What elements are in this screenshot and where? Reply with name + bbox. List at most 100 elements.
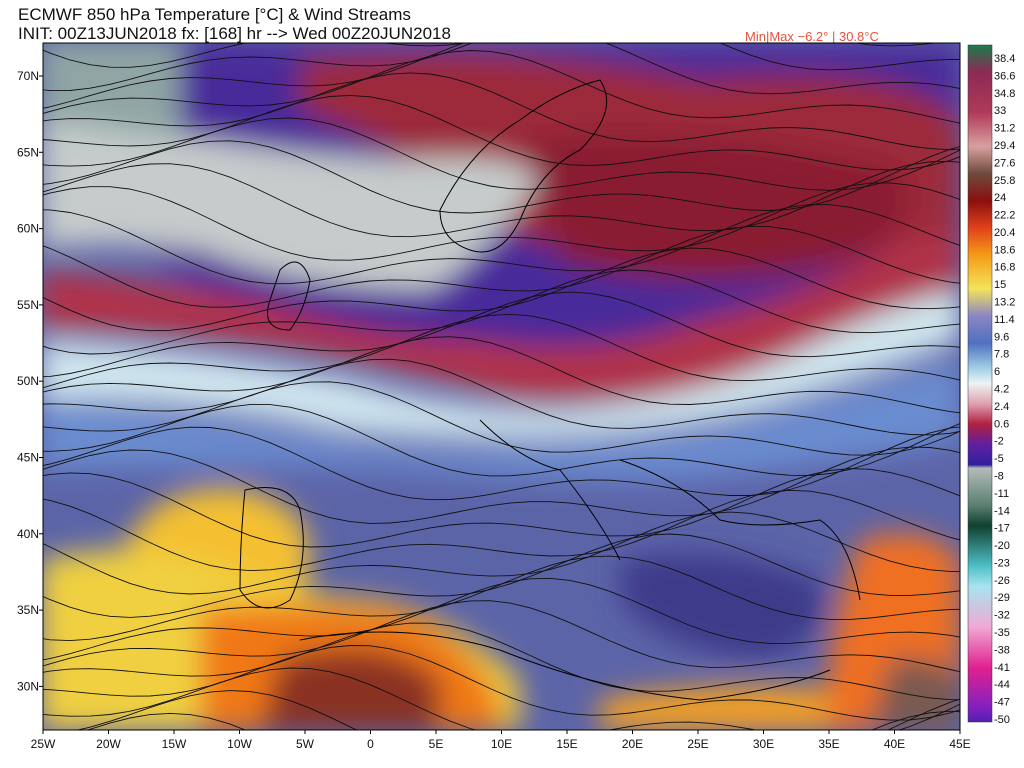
lon-label: 20W xyxy=(96,737,121,751)
colorbar-label: -47 xyxy=(994,697,1010,709)
colorbar-label: -8 xyxy=(994,470,1004,482)
lat-label: 60N xyxy=(17,222,39,236)
lat-label: 30N xyxy=(17,679,39,693)
lat-label: 35N xyxy=(17,603,39,617)
streamline xyxy=(43,511,960,595)
streamline xyxy=(43,291,960,378)
colorbar-label: 24 xyxy=(994,192,1006,204)
colorbar-label: 7.8 xyxy=(994,349,1009,361)
colorbar-label: 25.8 xyxy=(994,175,1015,187)
lat-label: 50N xyxy=(17,374,39,388)
streamline xyxy=(43,94,960,171)
lat-label: 70N xyxy=(17,69,39,83)
colorbar-label: 18.6 xyxy=(994,244,1015,256)
colorbar-label: -5 xyxy=(994,453,1004,465)
colorbar-label: 38.4 xyxy=(994,53,1015,65)
streamline xyxy=(43,204,960,285)
lon-label: 25W xyxy=(31,737,56,751)
lon-label: 20E xyxy=(622,737,643,751)
lon-label: 35E xyxy=(818,737,839,751)
streamline xyxy=(43,72,960,151)
colorbar-label: 13.2 xyxy=(994,297,1015,309)
streamline xyxy=(43,404,960,477)
map-field xyxy=(43,43,960,730)
streamline xyxy=(43,269,960,355)
colorbar-label: 34.8 xyxy=(994,88,1015,100)
colorbar-label: -23 xyxy=(994,557,1010,569)
streamline xyxy=(43,117,960,191)
lat-label: 55N xyxy=(17,298,39,312)
streamline xyxy=(43,468,960,548)
min-max: Min|Max −6.2° | 30.8°C xyxy=(745,29,879,44)
colorbar-label: 36.6 xyxy=(994,70,1015,82)
colorbar-label: -38 xyxy=(994,644,1010,656)
colorbar-label: -41 xyxy=(994,662,1010,674)
streamline xyxy=(43,622,960,701)
lon-label: 45E xyxy=(949,737,970,751)
colorbar-label: 15 xyxy=(994,279,1006,291)
colorbar-label: 2.4 xyxy=(994,401,1009,413)
colorbar-label: -32 xyxy=(994,610,1010,622)
streamline xyxy=(43,247,960,332)
colorbar-label: 16.8 xyxy=(994,262,1015,274)
lon-label: 15E xyxy=(556,737,577,751)
colorbar-label: 29.4 xyxy=(994,140,1015,152)
streamline xyxy=(43,446,960,524)
colorbar-label: -29 xyxy=(994,592,1010,604)
lat-label: 65N xyxy=(17,145,39,159)
streamlines xyxy=(43,43,960,730)
colorbar-label: 27.6 xyxy=(994,157,1015,169)
colorbar-label: 31.2 xyxy=(994,123,1015,135)
colorbar-label: -14 xyxy=(994,505,1010,517)
colorbar-label: -44 xyxy=(994,679,1010,691)
streamline xyxy=(43,600,960,673)
lon-label: 30E xyxy=(753,737,774,751)
streamline xyxy=(43,577,960,661)
streamline xyxy=(43,43,939,68)
lon-label: 10W xyxy=(227,737,252,751)
lon-label: 25E xyxy=(687,737,708,751)
streamline xyxy=(43,225,960,308)
streamline xyxy=(43,426,960,501)
colorbar-label: 22.2 xyxy=(994,210,1015,222)
lat-label: 45N xyxy=(17,451,39,465)
title: ECMWF 850 hPa Temperature [°C] & Wind St… xyxy=(18,5,411,24)
streamline xyxy=(43,43,960,109)
streamline xyxy=(43,358,960,436)
streamline xyxy=(75,690,960,730)
init-line: INIT: 00Z13JUN2018 fx: [168] hr --> Wed … xyxy=(18,24,451,43)
colorbar-label: -17 xyxy=(994,523,1010,535)
streamline xyxy=(43,381,960,456)
lat-label: 40N xyxy=(17,527,39,541)
streamline xyxy=(86,710,960,730)
streamline xyxy=(43,336,960,414)
colorbar-label: -26 xyxy=(994,575,1010,587)
streamline xyxy=(43,160,960,238)
colorbar-label: -50 xyxy=(994,714,1010,726)
streamline xyxy=(43,182,960,261)
colorbar-label: -35 xyxy=(994,627,1010,639)
streamline xyxy=(43,645,960,721)
lon-label: 15W xyxy=(162,737,187,751)
lon-label: 5W xyxy=(296,737,315,751)
colorbar-label: -2 xyxy=(994,436,1004,448)
lon-label: 5E xyxy=(429,737,444,751)
lon-label: 0 xyxy=(367,737,374,751)
coastlines xyxy=(239,79,861,701)
streamline xyxy=(43,533,960,618)
colorbar-label: -11 xyxy=(994,488,1009,500)
colorbar xyxy=(967,44,993,723)
colorbar-label: 20.4 xyxy=(994,227,1015,239)
colorbar-label: 0.6 xyxy=(994,418,1009,430)
colorbar-label: 4.2 xyxy=(994,384,1009,396)
colorbar-label: -20 xyxy=(994,540,1010,552)
lon-label: 40E xyxy=(884,737,905,751)
streamline xyxy=(43,489,960,572)
colorbar-label: 33 xyxy=(994,105,1006,117)
colorbar-label: 11.4 xyxy=(994,314,1015,326)
streamline xyxy=(43,43,960,92)
colorbar-label: 9.6 xyxy=(994,331,1009,343)
streamline xyxy=(43,667,960,730)
